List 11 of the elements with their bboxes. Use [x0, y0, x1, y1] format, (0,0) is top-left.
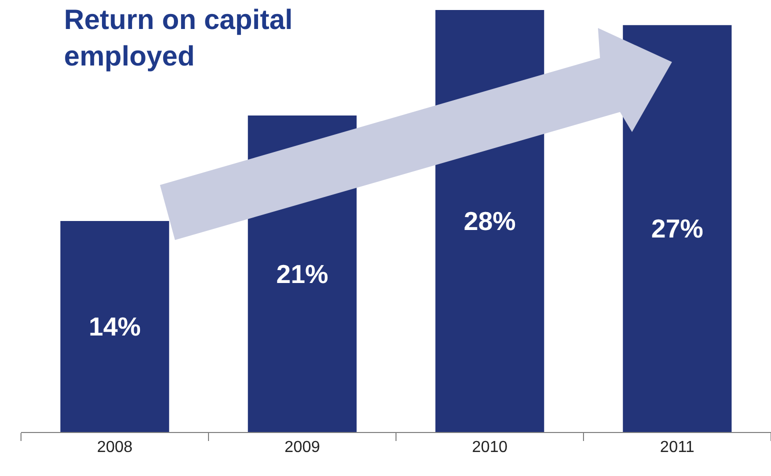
bar — [60, 221, 170, 432]
data-label: 28% — [464, 206, 516, 236]
x-tick-label: 2008 — [96, 439, 133, 456]
x-tick-label: 2010 — [472, 439, 508, 456]
bar — [622, 25, 732, 432]
data-label: 14% — [88, 312, 141, 342]
data-label: 27% — [651, 214, 704, 244]
chart-title: Return on capital employed — [64, 4, 293, 72]
x-tick-label: 2011 — [660, 439, 695, 456]
x-tick-label: 2009 — [284, 439, 320, 456]
data-label: 21% — [276, 258, 328, 289]
